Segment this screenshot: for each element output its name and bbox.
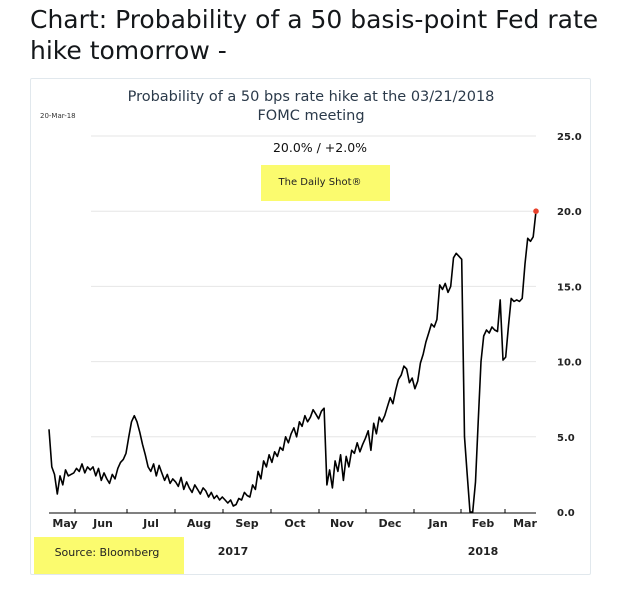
- y-tick-label: 20.0: [557, 207, 582, 218]
- x-tick-label: Oct: [284, 517, 305, 530]
- y-tick-label: 15.0: [557, 282, 582, 293]
- x-tick-label: Jan: [427, 517, 447, 530]
- annotation-value: 20.0% / +2.0%: [273, 140, 367, 155]
- x-tick-label: Feb: [472, 517, 495, 530]
- chart-title: Probability of a 50 bps rate hike at the…: [128, 89, 495, 105]
- date-stamp: 20-Mar-18: [40, 112, 76, 120]
- x-tick-label: Aug: [187, 517, 211, 530]
- tweet-text: Chart: Probability of a 50 basis-point F…: [30, 5, 599, 65]
- x-tick-label: Nov: [330, 517, 355, 530]
- x-tick-label: Dec: [378, 517, 401, 530]
- x-tick-label: May: [52, 517, 77, 530]
- year-label: 2018: [468, 545, 499, 558]
- last-point-marker: [533, 208, 539, 214]
- probability-line: [48, 211, 537, 513]
- chart-card[interactable]: 25.0 20.0 15.0 10.0 5.0 0.0 May Jun Jul Aug Sep Oct…: [30, 78, 591, 575]
- source-label: Source: Bloomberg: [55, 546, 160, 559]
- y-tick-label: 0.0: [557, 508, 575, 519]
- brand-highlight: [261, 165, 390, 201]
- chart-title-line2: FOMC meeting: [257, 108, 364, 124]
- x-tick-label: Mar: [513, 517, 537, 530]
- year-label: 2017: [218, 545, 249, 558]
- y-tick-label: 25.0: [557, 132, 582, 143]
- y-tick-label: 10.0: [557, 358, 582, 369]
- x-tick-label: Sep: [235, 517, 258, 530]
- source-highlight: [34, 537, 184, 574]
- brand-label: The Daily Shot®: [278, 177, 362, 188]
- y-tick-label: 5.0: [557, 433, 575, 444]
- x-tick-label: Jun: [92, 517, 113, 530]
- chart: 25.0 20.0 15.0 10.0 5.0 0.0 May Jun Jul Aug Sep Oct…: [34, 89, 582, 574]
- x-tick-label: Jul: [142, 517, 159, 530]
